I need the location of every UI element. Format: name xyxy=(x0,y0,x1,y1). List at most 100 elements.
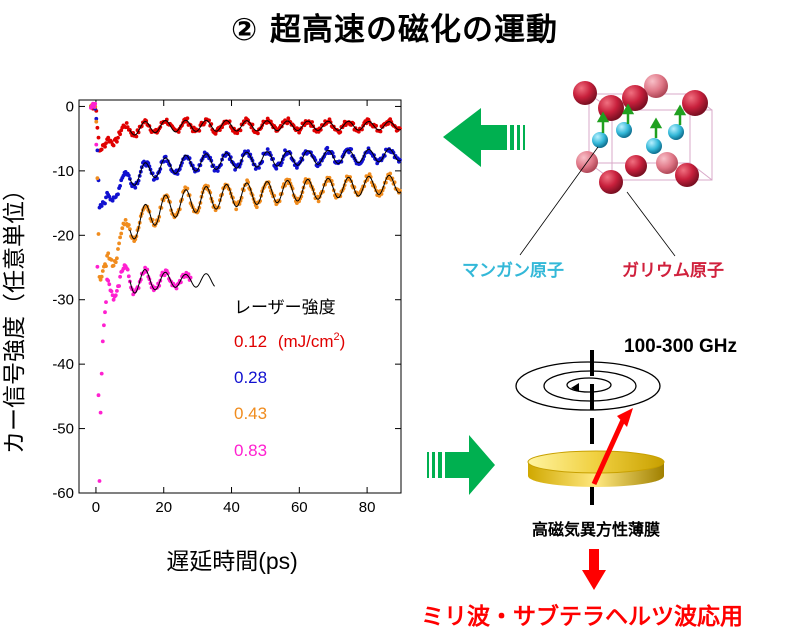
frequency-label: 100-300 GHz xyxy=(624,336,737,357)
manganese-atom xyxy=(616,122,632,138)
data-point xyxy=(118,132,122,137)
spiral-arrowhead xyxy=(571,383,579,392)
data-point xyxy=(286,116,291,121)
data-point xyxy=(100,339,105,344)
arrow-down-icon xyxy=(582,549,606,590)
data-point xyxy=(103,144,107,149)
legend: レーザー強度 0.12 (mJ/cm2) 0.28 0.43 0.83 xyxy=(234,298,345,460)
data-point xyxy=(96,393,101,398)
y-tick-label: 0 xyxy=(66,98,74,115)
axes: 0 20 40 60 80 0 -10 -20 -30 -40 -50 -60 xyxy=(52,98,401,516)
data-point xyxy=(163,154,168,159)
data-point xyxy=(126,274,131,279)
data-point xyxy=(121,173,126,178)
plot-frame xyxy=(78,99,402,494)
manganese-atom xyxy=(646,138,662,154)
data-point xyxy=(95,176,100,181)
manganese-atom xyxy=(668,124,684,140)
data-point xyxy=(115,139,119,144)
data-point xyxy=(347,150,351,155)
magnetization-vector xyxy=(591,418,626,486)
data-point xyxy=(104,300,108,304)
data-point xyxy=(134,134,139,139)
data-point xyxy=(116,135,120,140)
y-axis-label: カー信号強度（任意単位） xyxy=(1,178,27,454)
data-point xyxy=(144,163,149,168)
data-point xyxy=(94,119,99,124)
gallium-atom xyxy=(622,85,648,111)
data-point xyxy=(233,167,238,172)
spin-arrows xyxy=(596,103,687,138)
x-axis-label: 遅延時間(ps) xyxy=(166,548,298,574)
data-point xyxy=(120,226,125,231)
data-point xyxy=(116,192,120,197)
data-point xyxy=(119,231,124,236)
data-point xyxy=(95,125,100,130)
data-point xyxy=(109,258,114,262)
legend-units: (mJ/cm xyxy=(278,332,334,351)
arrow-left-icon xyxy=(443,108,525,167)
data-point xyxy=(318,127,323,132)
fit-curve xyxy=(129,174,402,240)
x-tick-label: 80 xyxy=(359,499,376,516)
y-tick-label: -50 xyxy=(52,421,74,438)
data-point xyxy=(265,147,270,152)
figure-title: ② 超高速の磁化の運動 xyxy=(230,12,559,48)
y-tick-label: -30 xyxy=(52,292,74,309)
legend-item-0: 0.12 (mJ/cm2) xyxy=(234,331,345,351)
fit-curves xyxy=(129,119,402,294)
data-point xyxy=(325,145,330,150)
data-point xyxy=(256,131,260,136)
data-point xyxy=(118,235,122,240)
data-point xyxy=(283,148,287,153)
y-tick-label: -60 xyxy=(52,485,74,502)
data-point xyxy=(356,129,361,134)
legend-units-sup: 2 xyxy=(334,331,340,343)
data-point xyxy=(100,269,105,273)
data-point xyxy=(103,310,107,315)
film-label: 高磁気異方性薄膜 xyxy=(532,520,660,539)
fit-curve xyxy=(129,148,402,186)
x-tick-label: 40 xyxy=(223,499,240,516)
x-tick-label: 20 xyxy=(155,499,172,516)
gallium-atom xyxy=(625,155,647,177)
legend-units-close: ) xyxy=(340,332,346,351)
data-point xyxy=(107,282,112,287)
data-point xyxy=(316,199,321,204)
x-tick-label: 60 xyxy=(291,499,308,516)
data-point xyxy=(133,237,138,242)
kerr-signal-chart: 0 20 40 60 80 0 -10 -20 -30 -40 -50 -60 カー信号強度（任意単位… xyxy=(1,98,402,574)
data-point xyxy=(121,266,126,271)
data-point xyxy=(117,241,121,246)
data-point xyxy=(98,410,103,415)
data-point xyxy=(106,278,111,283)
data-point xyxy=(388,171,393,176)
magnetization-arrowhead xyxy=(617,408,633,427)
legend-item-3: 0.83 xyxy=(234,441,267,460)
data-point xyxy=(94,116,99,121)
data-point xyxy=(118,184,122,188)
precession-diagram: 100-300 GHz 高磁気異方性薄膜 xyxy=(515,336,737,539)
fit-curve xyxy=(129,268,215,294)
data-point xyxy=(106,135,111,140)
thin-film-disc-top xyxy=(527,450,665,474)
data-point xyxy=(110,198,115,203)
gallium-atom xyxy=(599,170,623,194)
application-label: ミリ波・サブテラヘルツ波応用 xyxy=(421,603,743,629)
gallium-label: ガリウム原子 xyxy=(622,261,724,280)
data-point xyxy=(111,143,116,148)
gallium-atom xyxy=(682,90,708,116)
data-point xyxy=(243,120,247,125)
data-point xyxy=(124,121,129,125)
data-point xyxy=(117,284,121,288)
precession-spiral xyxy=(515,361,661,411)
data-point xyxy=(115,256,119,261)
data-point xyxy=(92,105,96,109)
data-point xyxy=(113,260,118,265)
data-point xyxy=(111,297,116,302)
data-point xyxy=(309,150,313,155)
manganese-atom xyxy=(592,132,608,148)
manganese-label: マンガン原子 xyxy=(462,261,564,280)
